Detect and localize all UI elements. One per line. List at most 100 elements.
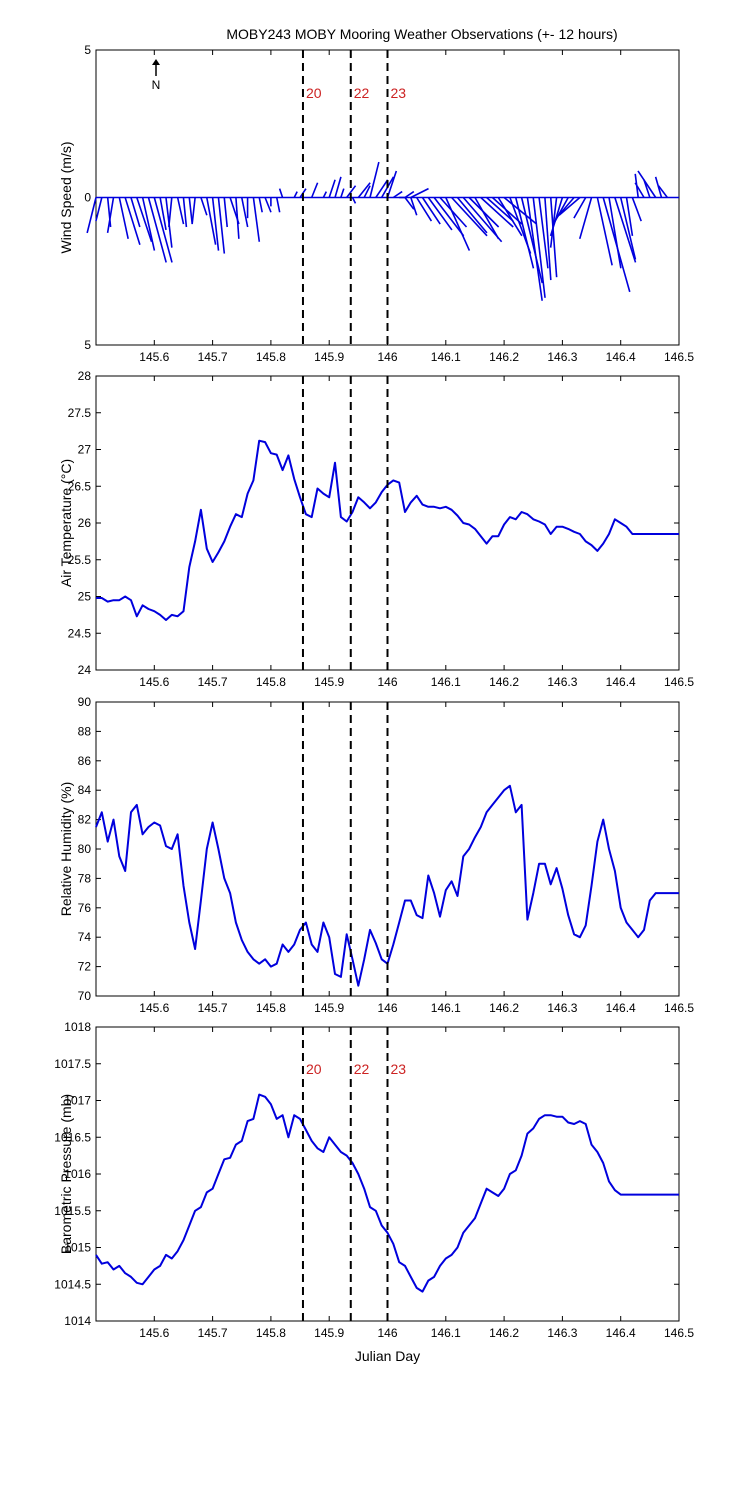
wind-vector <box>328 179 336 198</box>
wind-vector <box>634 182 645 198</box>
x-tick-label: 145.8 <box>256 1326 286 1340</box>
y-tick-label: 24 <box>78 663 92 677</box>
wind-vector <box>637 170 657 198</box>
wind-vector <box>369 161 380 198</box>
wind-vector <box>619 197 637 260</box>
y-tick-label: 84 <box>78 783 92 797</box>
wind-vector <box>410 187 429 199</box>
event-label: 23 <box>391 1061 407 1077</box>
event-label: 20 <box>306 85 322 101</box>
wind-vector <box>182 197 188 228</box>
x-tick-label: 146.2 <box>489 1001 519 1015</box>
x-tick-label: 145.7 <box>198 1326 228 1340</box>
x-axis-label: Julian Day <box>355 1348 420 1364</box>
y-tick-label: 80 <box>78 842 92 856</box>
y-tick-label: 27 <box>78 443 92 457</box>
y-tick-label: 24.5 <box>68 626 92 640</box>
event-label: 22 <box>354 1061 370 1077</box>
wind-vector <box>480 196 514 228</box>
y-tick-label: 1017.5 <box>54 1057 91 1071</box>
wind-vector <box>526 197 543 301</box>
wind-vector <box>278 188 284 198</box>
wind-vector <box>415 197 433 222</box>
y-tick-label: 1014 <box>64 1314 91 1328</box>
north-label: N <box>152 78 161 92</box>
y-tick-label: 86 <box>78 754 92 768</box>
wind-vector <box>552 197 569 225</box>
y-tick-label: 27.5 <box>68 406 92 420</box>
wind-vector <box>657 185 668 198</box>
event-label: 22 <box>354 85 370 101</box>
x-tick-label: 146 <box>377 350 397 364</box>
wind-vector <box>168 197 173 228</box>
wind-vector <box>456 196 488 234</box>
y-tick-label: 72 <box>78 960 92 974</box>
x-tick-label: 146.4 <box>606 1326 636 1340</box>
wind-vector <box>240 197 249 228</box>
wind-vector <box>258 197 263 213</box>
chart-panel-3: 145.6 145.7 145.8 145.9 146 146.1 146.2 146.3 14… <box>58 695 694 1015</box>
y-tick-label: 1014.5 <box>54 1277 91 1291</box>
wind-vector <box>410 197 418 216</box>
x-tick-label: 146 <box>377 675 397 689</box>
x-tick-label: 145.8 <box>256 350 286 364</box>
wind-vector <box>608 197 622 269</box>
wind-vector <box>106 197 115 234</box>
wind-vector <box>654 176 663 198</box>
y-tick-label: 5 <box>84 43 91 57</box>
x-tick-label: 145.6 <box>139 675 169 689</box>
data-series-line <box>95 1093 679 1293</box>
wind-vector <box>392 190 403 199</box>
x-tick-label: 146.2 <box>489 1326 519 1340</box>
x-tick-label: 146.1 <box>431 1326 461 1340</box>
y-tick-label: 78 <box>78 871 92 885</box>
wind-vector <box>147 197 167 263</box>
wind-vector <box>176 197 185 225</box>
wind-vector <box>346 185 357 198</box>
wind-vector <box>217 197 226 254</box>
wind-vector <box>322 191 328 198</box>
north-arrow-icon <box>152 59 160 65</box>
wind-vector <box>310 182 319 198</box>
wind-vector <box>351 197 357 204</box>
x-tick-label: 146.5 <box>664 675 694 689</box>
wind-vector <box>264 197 272 213</box>
x-tick-label: 146.3 <box>547 1001 577 1015</box>
x-tick-label: 145.8 <box>256 1001 286 1015</box>
y-tick-label: 5 <box>84 338 91 352</box>
wind-vector <box>558 196 581 216</box>
wind-vector <box>549 197 558 278</box>
wind-vector <box>235 197 240 239</box>
y-axis-label: Barometric Pressure (mb) <box>58 1094 74 1254</box>
y-axis-label: Relative Humidity (%) <box>58 782 74 917</box>
wind-vector <box>118 197 129 239</box>
wind-vector <box>153 197 173 263</box>
x-tick-label: 145.6 <box>139 350 169 364</box>
wind-vector <box>631 197 642 222</box>
wind-vector <box>375 179 389 198</box>
x-tick-label: 146 <box>377 1326 397 1340</box>
wind-vector <box>141 197 156 251</box>
wind-vector <box>427 197 453 231</box>
wind-vector <box>421 197 441 225</box>
wind-vector <box>386 170 398 198</box>
y-tick-label: 0 <box>84 191 91 205</box>
figure-title: MOBY243 MOBY Mooring Weather Observation… <box>226 26 617 42</box>
y-tick-label: 1018 <box>64 1020 91 1034</box>
wind-vector <box>124 197 141 245</box>
wind-vector <box>514 197 535 269</box>
x-tick-label: 146.5 <box>664 1001 694 1015</box>
y-tick-label: 90 <box>78 695 92 709</box>
wind-vector <box>293 191 298 198</box>
y-tick-label: 1015.5 <box>54 1204 91 1218</box>
wind-vector <box>211 197 220 251</box>
y-tick-label: 25.5 <box>68 553 92 567</box>
x-tick-label: 146.2 <box>489 675 519 689</box>
y-tick-label: 28 <box>78 369 92 383</box>
y-tick-label: 1016 <box>64 1167 91 1181</box>
x-tick-label: 146.3 <box>547 1326 577 1340</box>
wind-vector <box>275 197 281 213</box>
chart-panel-4: 145.6 145.7 145.8 145.9 146 146.1 146.2 146.3 14… <box>54 1020 694 1364</box>
wind-vector <box>200 197 208 216</box>
